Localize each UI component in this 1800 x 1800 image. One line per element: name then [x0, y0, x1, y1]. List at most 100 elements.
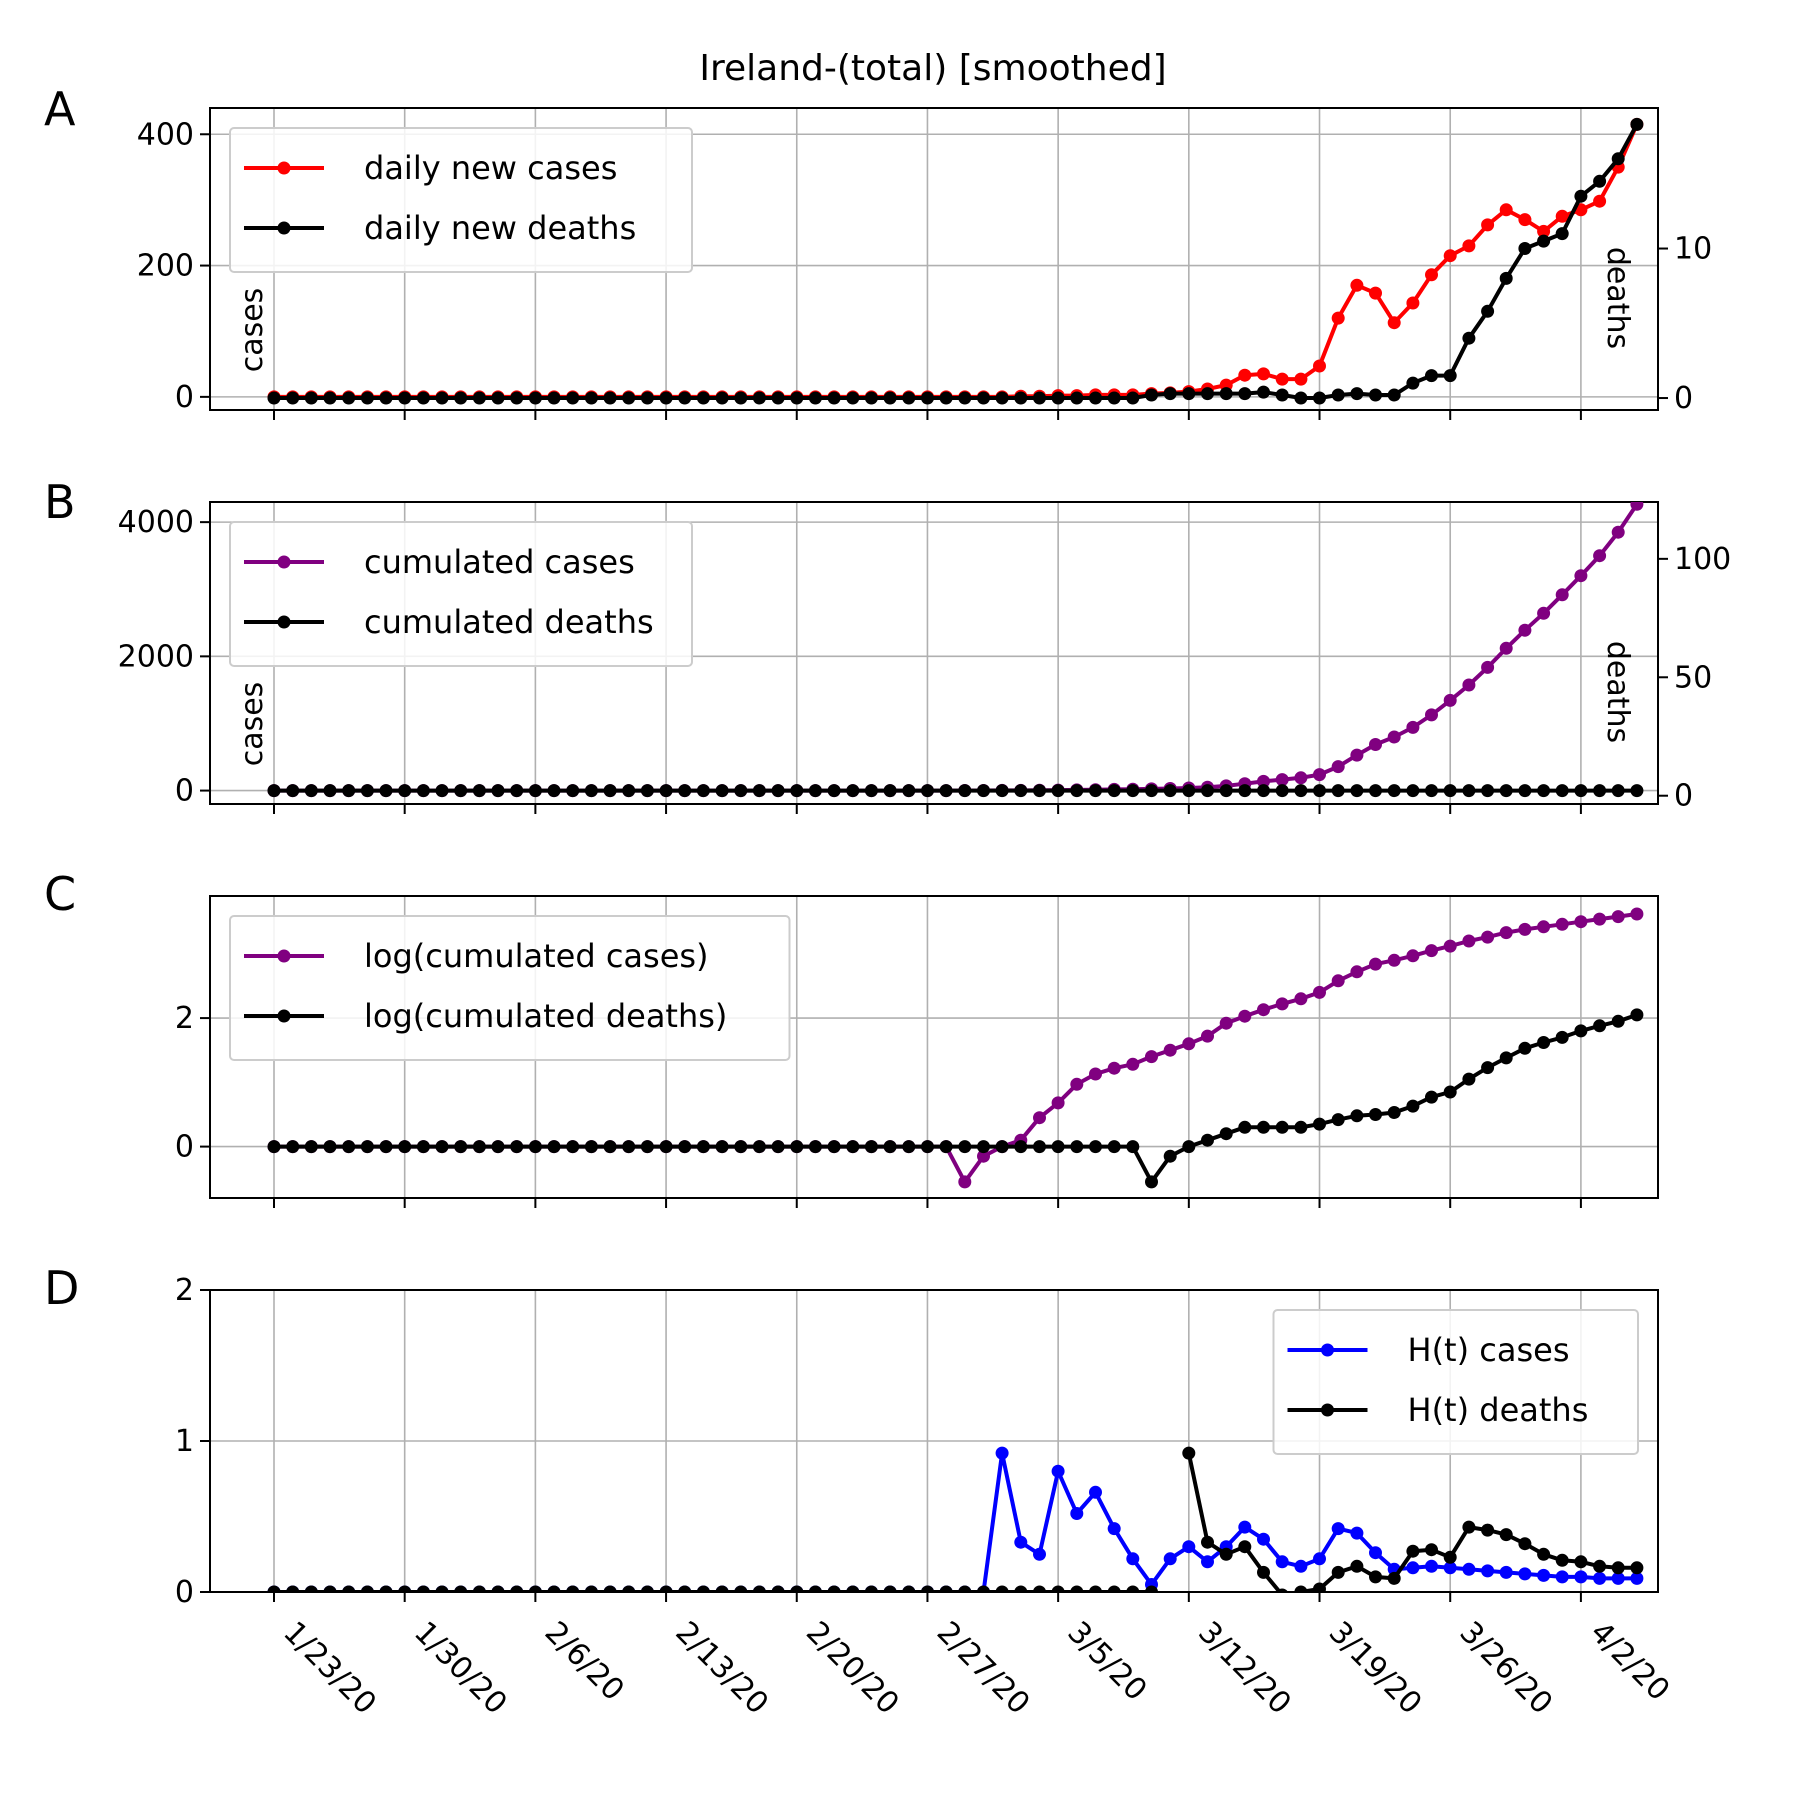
data-point	[1555, 1030, 1569, 1044]
data-point	[1499, 203, 1513, 217]
data-point	[1294, 771, 1308, 785]
data-point	[1294, 992, 1308, 1006]
data-point	[528, 1585, 542, 1592]
data-point	[1275, 1555, 1289, 1569]
data-point	[1238, 1009, 1252, 1023]
data-point	[1331, 388, 1345, 402]
data-point	[715, 391, 729, 405]
data-point	[622, 391, 636, 405]
data-point	[1313, 784, 1326, 798]
data-point	[1443, 693, 1457, 707]
data-point	[1182, 1446, 1196, 1460]
data-point	[1425, 1559, 1438, 1573]
data-point	[1555, 1553, 1569, 1567]
data-point	[1294, 1559, 1308, 1573]
legend-marker	[1321, 1343, 1334, 1357]
data-point	[1555, 1570, 1569, 1584]
data-point	[323, 1585, 337, 1592]
data-point	[1443, 939, 1457, 953]
data-point	[977, 1149, 990, 1163]
data-point	[1574, 915, 1588, 929]
data-point	[1499, 641, 1513, 655]
data-point	[864, 391, 878, 405]
data-point	[790, 784, 804, 798]
data-point	[1574, 1555, 1588, 1569]
data-point	[1331, 1113, 1345, 1127]
y-right-tick-label: 10	[1674, 232, 1712, 267]
data-point	[547, 1585, 561, 1592]
data-point	[995, 1446, 1009, 1460]
data-point	[1537, 234, 1551, 248]
data-point	[995, 784, 1009, 798]
data-point	[1350, 965, 1364, 979]
data-point	[1499, 1565, 1513, 1579]
data-point	[659, 391, 673, 405]
x-tick-label: 2/20/20	[799, 1615, 906, 1722]
data-point	[1350, 1526, 1364, 1540]
legend-marker	[277, 555, 291, 569]
series-daily-new-deaths	[267, 117, 1644, 405]
data-point	[864, 1585, 878, 1592]
data-point	[435, 784, 449, 798]
data-point	[1219, 1547, 1233, 1561]
data-point	[939, 1585, 953, 1592]
data-point	[1574, 569, 1588, 583]
data-point	[1630, 1561, 1644, 1575]
data-point	[1369, 286, 1382, 300]
data-point	[1537, 224, 1551, 238]
data-point	[771, 1585, 785, 1592]
data-point	[995, 391, 1009, 405]
data-point	[864, 1140, 878, 1154]
data-point	[1107, 784, 1121, 798]
data-point	[977, 1585, 990, 1592]
data-point	[491, 1585, 505, 1592]
data-point	[1481, 1523, 1495, 1537]
data-point	[1257, 367, 1270, 381]
data-point	[379, 784, 393, 798]
data-point	[1518, 922, 1532, 936]
panel-letter: B	[44, 475, 76, 529]
data-point	[1107, 1585, 1121, 1592]
data-point	[1555, 784, 1569, 798]
data-point	[1443, 369, 1457, 383]
legend-entry: H(t) cases	[1408, 1331, 1570, 1369]
data-point	[1313, 985, 1326, 999]
data-point	[883, 1140, 897, 1154]
data-point	[1387, 1571, 1401, 1585]
data-point	[771, 1140, 785, 1154]
data-point	[1443, 249, 1457, 263]
data-point	[1014, 1585, 1028, 1592]
data-point	[454, 1140, 468, 1154]
data-point	[1593, 194, 1607, 208]
data-point	[510, 391, 524, 405]
legend-box	[229, 127, 693, 273]
data-point	[939, 784, 953, 798]
data-point	[902, 391, 916, 405]
data-point	[790, 1585, 804, 1592]
data-point	[1406, 949, 1420, 963]
data-point	[1630, 1571, 1644, 1585]
data-point	[1406, 784, 1420, 798]
data-point	[1276, 1588, 1288, 1592]
data-point	[1593, 784, 1607, 798]
plot-frame	[209, 501, 1659, 805]
data-point	[1425, 268, 1438, 282]
data-point	[939, 391, 953, 405]
data-point	[1555, 917, 1569, 931]
data-point	[827, 1585, 841, 1592]
data-point	[827, 784, 841, 798]
data-point	[1126, 1585, 1140, 1592]
x-tick-label: 3/12/20	[1191, 1615, 1298, 1722]
data-point	[491, 391, 505, 405]
data-point	[603, 1585, 617, 1592]
data-point	[1593, 1559, 1607, 1573]
data-point	[622, 1585, 636, 1592]
data-point	[1481, 784, 1495, 798]
data-point	[1033, 1547, 1046, 1561]
data-point	[323, 784, 337, 798]
legend: daily new cases daily new deaths	[229, 127, 693, 273]
data-point	[342, 1585, 356, 1592]
data-point	[1593, 549, 1607, 563]
data-point	[977, 1140, 990, 1154]
